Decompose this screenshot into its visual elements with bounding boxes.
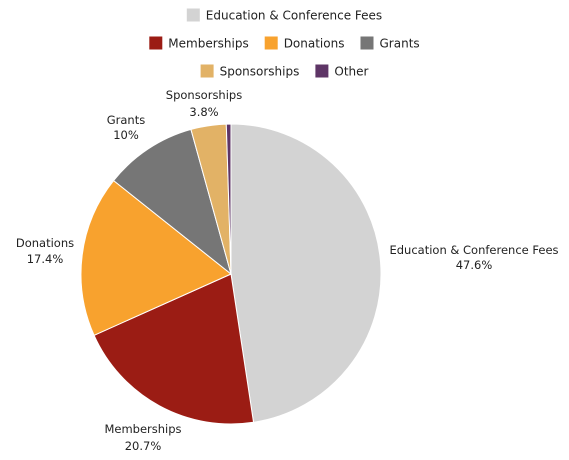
legend-swatch-memberships bbox=[149, 36, 163, 50]
legend-label-donations: Donations bbox=[284, 37, 345, 51]
pie-slice-grants bbox=[112, 128, 232, 276]
legend-label-grants: Grants bbox=[380, 37, 420, 51]
legend-item-sponsorships: Sponsorships bbox=[200, 64, 300, 79]
legend-swatch-education-and-conference-fees bbox=[186, 8, 200, 22]
legend-swatch-other bbox=[315, 64, 329, 78]
legend-item-donations: Donations bbox=[264, 36, 345, 51]
slice-value-memberships: 20.7% bbox=[125, 439, 162, 453]
pie-slices bbox=[80, 123, 382, 425]
slice-label-memberships: Memberships bbox=[104, 422, 181, 436]
legend: Education & Conference Fees Memberships Do… bbox=[149, 8, 420, 79]
slice-label-donations: Donations bbox=[16, 236, 74, 250]
pie-slice-memberships bbox=[93, 273, 255, 425]
legend-item-grants: Grants bbox=[360, 36, 420, 51]
slice-label-sponsorships: Sponsorships bbox=[166, 88, 242, 102]
slice-value-education-and-conference-fees: 47.6% bbox=[456, 258, 493, 272]
slice-value-sponsorships: 3.8% bbox=[189, 105, 218, 119]
legend-swatch-sponsorships bbox=[200, 64, 214, 78]
legend-item-memberships: Memberships bbox=[149, 36, 249, 51]
slice-value-grants: 10% bbox=[113, 128, 139, 142]
legend-item-education-and-conference-fees: Education & Conference Fees bbox=[186, 8, 382, 23]
slice-label-grants: Grants bbox=[107, 113, 145, 127]
legend-swatch-grants bbox=[360, 36, 374, 50]
pie-slice-donations bbox=[80, 179, 232, 336]
legend-label-other: Other bbox=[334, 65, 368, 79]
legend-item-other: Other bbox=[315, 64, 369, 79]
pie-slice-education-and-conference-fees bbox=[230, 123, 382, 423]
pie-slice-other bbox=[225, 123, 232, 275]
legend-label-education-and-conference-fees: Education & Conference Fees bbox=[206, 9, 382, 23]
legend-label-sponsorships: Sponsorships bbox=[220, 65, 300, 79]
legend-swatch-donations bbox=[264, 36, 278, 50]
slice-label-education-and-conference-fees: Education & Conference Fees bbox=[389, 243, 558, 257]
legend-label-memberships: Memberships bbox=[168, 37, 248, 51]
slice-value-donations: 17.4% bbox=[27, 252, 64, 266]
